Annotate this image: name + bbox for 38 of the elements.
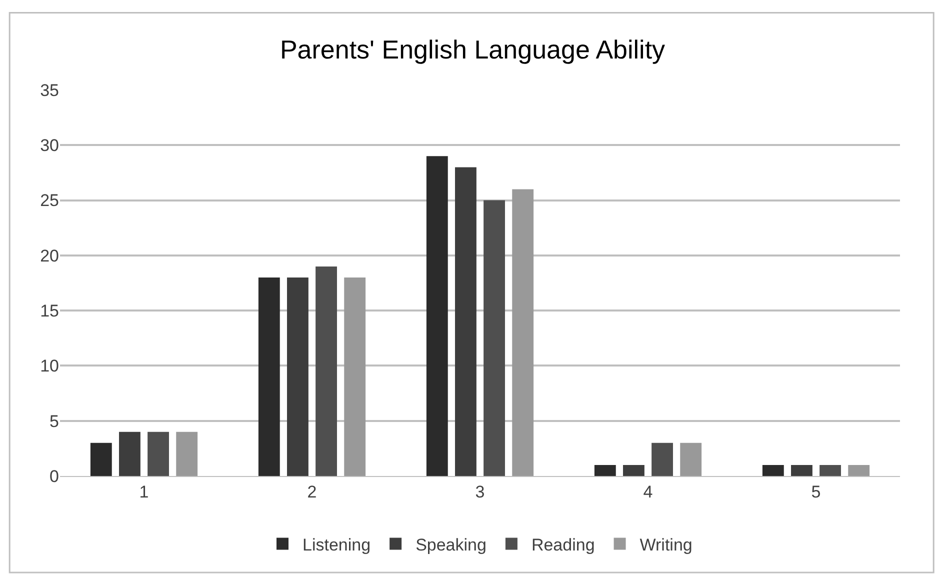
legend-label: Writing bbox=[640, 535, 692, 554]
bar bbox=[148, 432, 169, 476]
bar bbox=[623, 464, 644, 476]
bar bbox=[316, 266, 337, 476]
bar bbox=[258, 277, 280, 476]
y-tick-label: 20 bbox=[40, 246, 59, 266]
bar bbox=[426, 156, 448, 476]
bar bbox=[848, 464, 870, 476]
y-tick-label: 25 bbox=[40, 191, 59, 210]
bar bbox=[762, 464, 784, 476]
bar bbox=[176, 432, 198, 476]
bar bbox=[90, 442, 112, 476]
chart-title: Parents' English Language Ability bbox=[280, 34, 666, 64]
x-tick-label: 4 bbox=[643, 482, 653, 502]
legend-label: Speaking bbox=[416, 535, 486, 554]
bar bbox=[455, 167, 476, 476]
y-tick-label: 35 bbox=[40, 80, 59, 100]
y-tick-label: 15 bbox=[40, 302, 59, 321]
bar bbox=[119, 432, 140, 476]
bar bbox=[484, 200, 505, 476]
bar bbox=[344, 277, 366, 476]
y-tick-label: 0 bbox=[50, 466, 59, 486]
bar bbox=[791, 464, 812, 476]
legend-label: Reading bbox=[531, 535, 595, 554]
x-tick-label: 2 bbox=[307, 482, 317, 502]
y-tick-label: 30 bbox=[40, 136, 59, 156]
bar bbox=[820, 464, 841, 476]
x-tick-label: 1 bbox=[139, 482, 149, 502]
bar bbox=[512, 189, 534, 476]
x-tick-label: 5 bbox=[811, 482, 821, 502]
bar bbox=[594, 464, 616, 476]
x-tick-label: 3 bbox=[475, 482, 485, 502]
bar bbox=[652, 442, 673, 476]
bar bbox=[287, 277, 308, 476]
y-tick-label: 10 bbox=[40, 356, 59, 376]
y-tick-label: 5 bbox=[50, 412, 59, 431]
legend-label: Listening bbox=[302, 535, 371, 554]
bar bbox=[680, 442, 702, 476]
